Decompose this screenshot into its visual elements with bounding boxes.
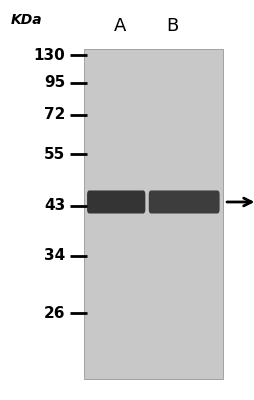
Text: KDa: KDa — [10, 13, 42, 27]
Text: 26: 26 — [44, 306, 65, 321]
Text: 43: 43 — [44, 198, 65, 214]
Text: 34: 34 — [44, 248, 65, 263]
Text: B: B — [166, 17, 178, 35]
FancyBboxPatch shape — [87, 190, 145, 214]
Text: A: A — [114, 17, 126, 35]
Text: 130: 130 — [34, 48, 65, 62]
FancyBboxPatch shape — [83, 49, 222, 379]
Text: 95: 95 — [44, 75, 65, 90]
Text: 55: 55 — [44, 147, 65, 162]
FancyBboxPatch shape — [148, 190, 219, 214]
Text: 72: 72 — [44, 107, 65, 122]
